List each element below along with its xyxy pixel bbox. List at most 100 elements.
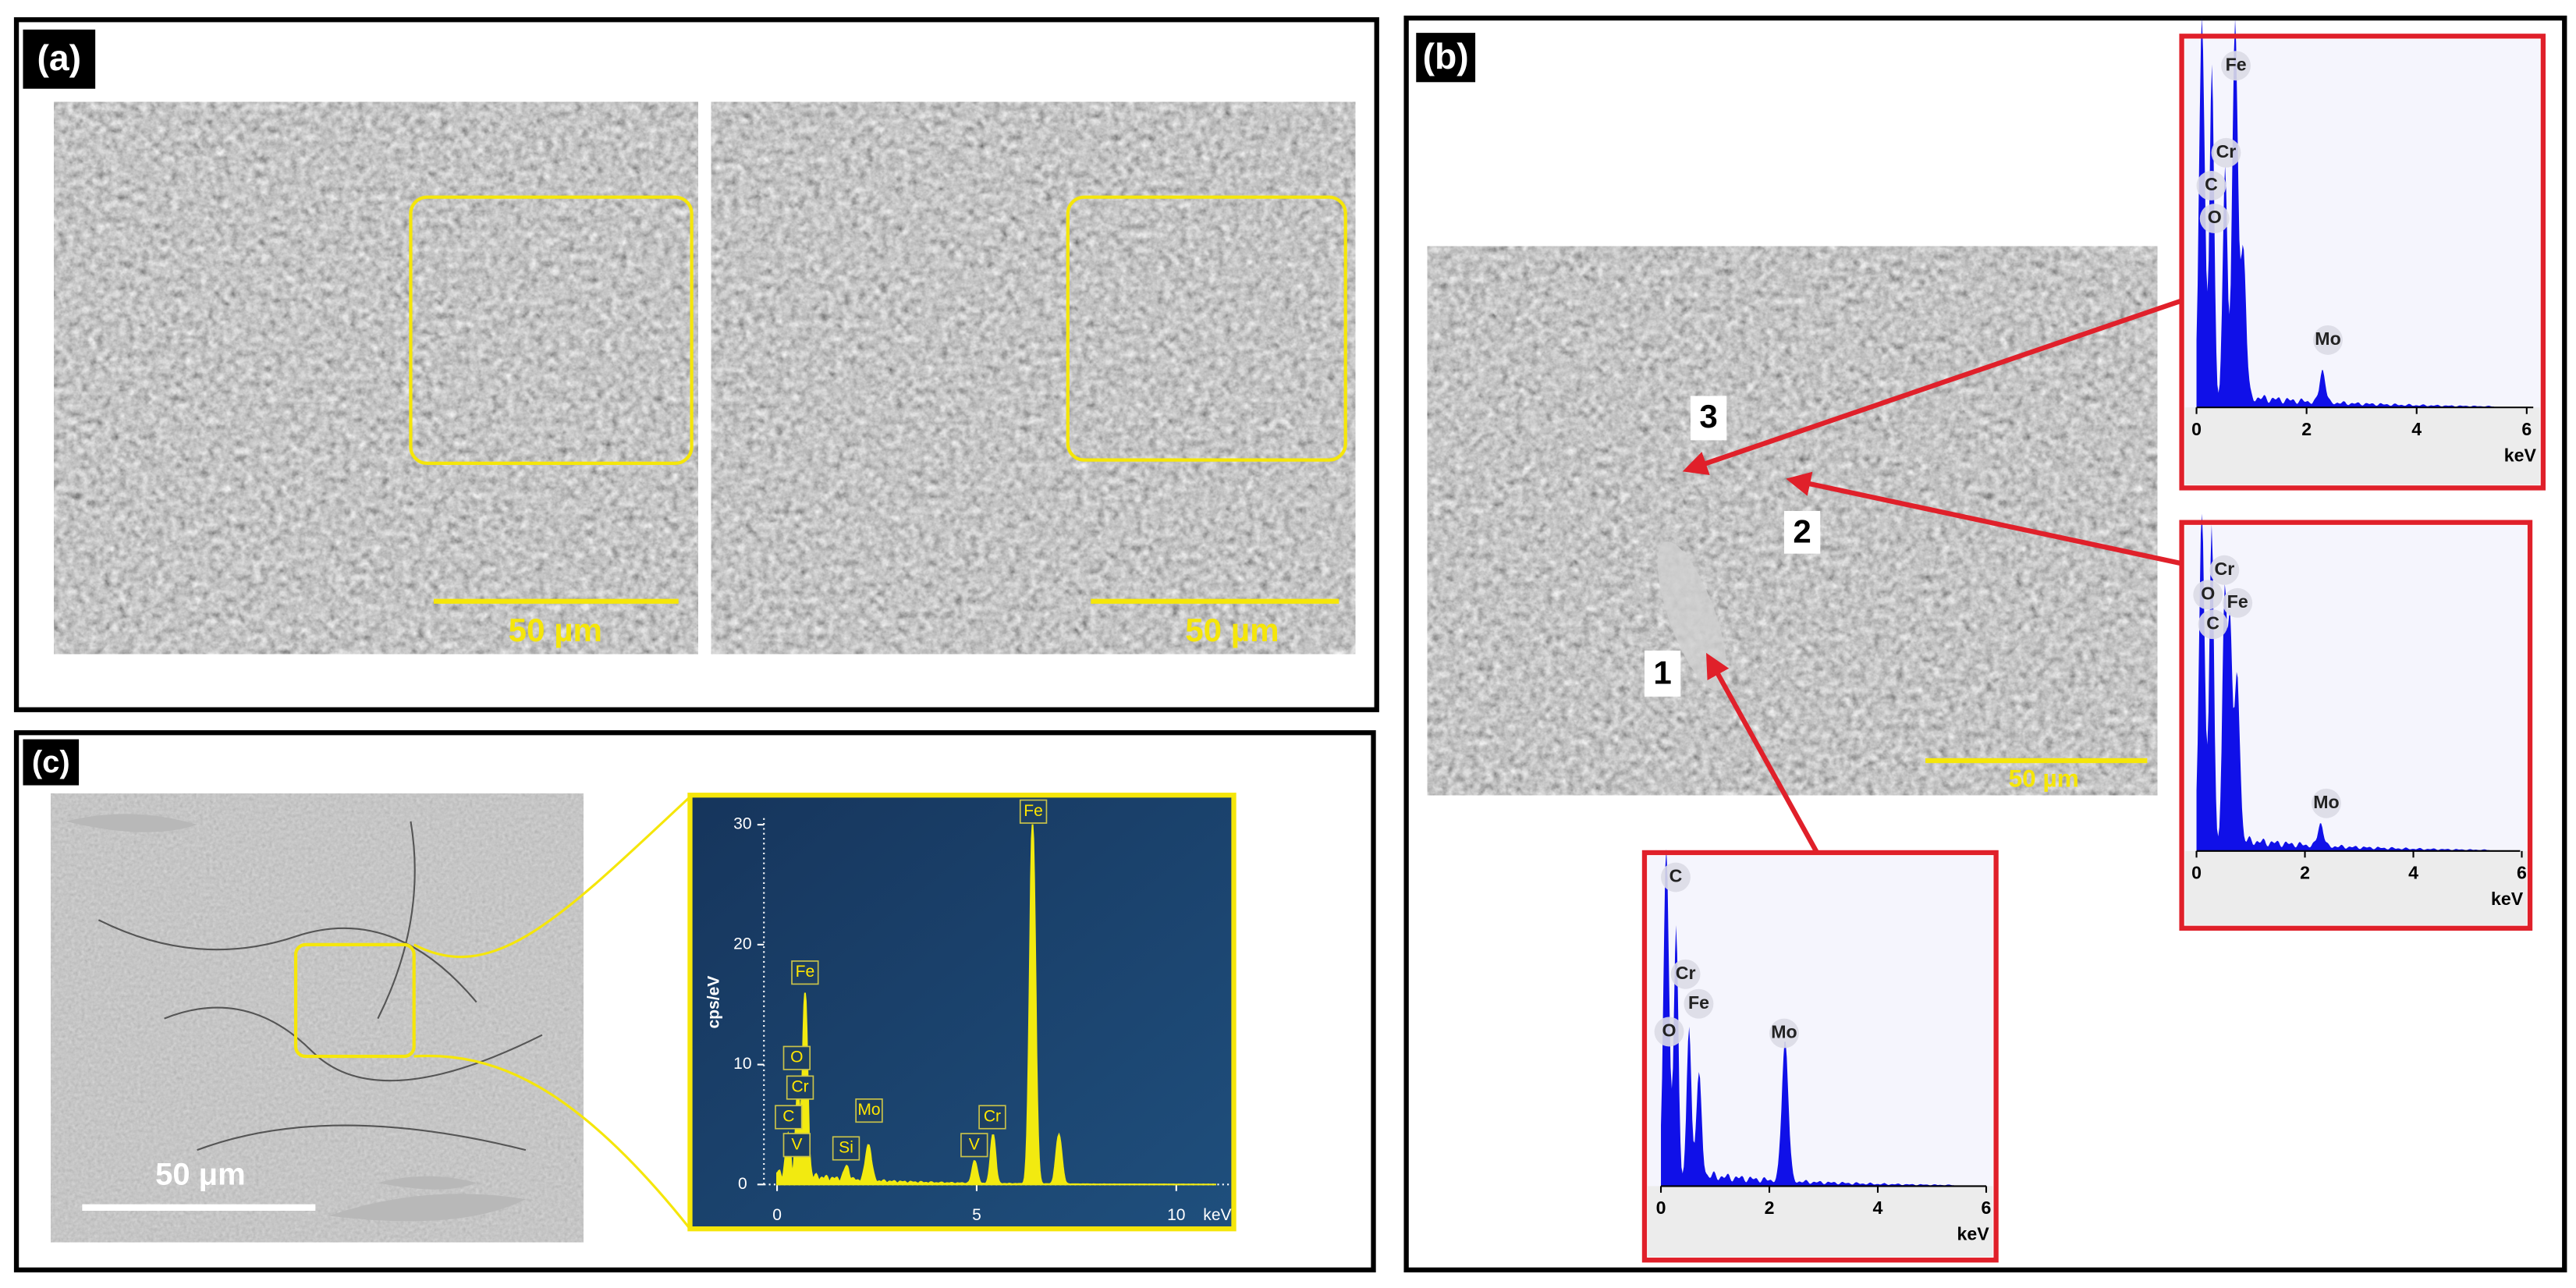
x-tick-label: 6 [1982,1198,1992,1218]
x-tick-label: 2 [1765,1198,1775,1218]
highlight-box [409,195,694,465]
x-unit: keV [2491,889,2524,909]
y-tick-label: 30 [733,815,751,833]
element-label: Fe [1024,802,1043,820]
panel-label-bg [23,29,96,89]
spectrum-trace [776,824,1216,1186]
sem-image [711,101,1356,655]
spectrum-trace [1661,849,1954,1187]
x-tick-label: 6 [2517,862,2527,882]
zoom-line [413,796,691,1230]
highlight-box [293,942,416,1059]
y-axis-label: cps/eV [705,976,723,1029]
element-marker [2313,325,2343,355]
spectrum-panel [687,793,1237,1232]
panel-frame [13,17,1379,712]
spectrum-trace [2196,17,2494,408]
element-label: C [782,1108,794,1126]
element-marker [2209,555,2240,585]
element-label: C [1669,866,1683,886]
x-tick-label: 0 [2191,419,2202,439]
element-label: O [790,1048,803,1066]
element-marker [855,1098,883,1123]
element-marker [1019,799,1048,824]
arrow [1706,652,1819,854]
element-label: Fe [796,963,815,981]
element-label: Si [839,1139,853,1157]
element-label: Mo [2313,792,2339,812]
x-tick-label: 2 [2301,419,2312,439]
x-tick-label: 10 [1167,1206,1185,1224]
spectrum-frame [1641,850,1999,1263]
sem-image [54,101,698,655]
scale-label: 50 µm [2009,765,2079,793]
element-label: O [2201,583,2215,603]
sem-image [51,793,584,1243]
scale-label: 50 µm [1185,612,1279,648]
element-label: Fe [2226,54,2247,74]
element-marker [1684,988,1714,1019]
element-marker [2196,171,2227,200]
element-marker [960,1133,988,1158]
element-marker [1654,1017,1684,1047]
panel-label: (a) [37,37,82,78]
y-tick-label: 10 [733,1055,751,1073]
x-unit: keV [2504,445,2537,466]
element-label: O [1662,1020,1677,1041]
element-label: O [2208,207,2222,227]
scale-label: 50 μm [155,1157,246,1191]
x-tick-label: 4 [2411,419,2422,439]
element-label: Fe [2227,591,2248,612]
point-label: 2 [1793,513,1811,550]
x-tick-label: 0 [772,1206,782,1224]
element-marker [775,1105,803,1130]
point-marker [1783,510,1821,554]
element-label: Cr [984,1108,1001,1126]
point-label: 1 [1653,655,1671,691]
panel-frame [1403,16,2567,1272]
x-tick-label: 2 [2300,862,2310,882]
arrow [1786,471,2183,566]
element-marker [978,1105,1006,1130]
element-label: C [2206,612,2219,633]
x-tick-label: 4 [1873,1198,1883,1218]
spectrum-trace [2196,513,2489,851]
scale-label: 50 µm [509,612,602,648]
element-label: Cr [791,1078,808,1096]
element-marker [2311,788,2341,818]
element-marker [1769,1018,1799,1048]
y-tick-label: 20 [733,935,751,953]
element-label: Mo [1771,1022,1797,1042]
element-marker [786,1075,814,1100]
element-label: V [969,1135,980,1153]
highlight-box [1066,195,1347,462]
element-marker [2198,609,2228,640]
arrow [1682,298,2183,476]
x-unit: keV [1203,1206,1231,1224]
panel-label: (c) [32,745,70,779]
element-label: C [2205,174,2218,194]
element-marker [2221,51,2251,81]
x-tick-label: 0 [1656,1198,1666,1218]
x-tick-label: 5 [972,1206,981,1224]
spectrum-frame [2179,520,2533,931]
element-label: Cr [1676,963,1696,983]
x-unit: keV [1957,1224,1990,1244]
element-label: Cr [2214,559,2234,579]
element-label: Cr [2216,141,2237,161]
x-tick-label: 4 [2408,862,2418,882]
element-marker [791,960,819,985]
panel-frame [13,730,1376,1272]
element-marker [2211,137,2241,168]
element-marker [782,1133,811,1158]
element-marker [1670,959,1701,989]
element-label: V [791,1135,802,1153]
point-marker [1690,396,1727,441]
panel-label-bg [23,739,80,786]
element-label: Mo [2315,328,2340,349]
element-label: Fe [1688,992,1709,1013]
spectrum-frame [2179,34,2546,491]
point-marker [1644,650,1681,697]
axis-band [2184,407,2540,485]
